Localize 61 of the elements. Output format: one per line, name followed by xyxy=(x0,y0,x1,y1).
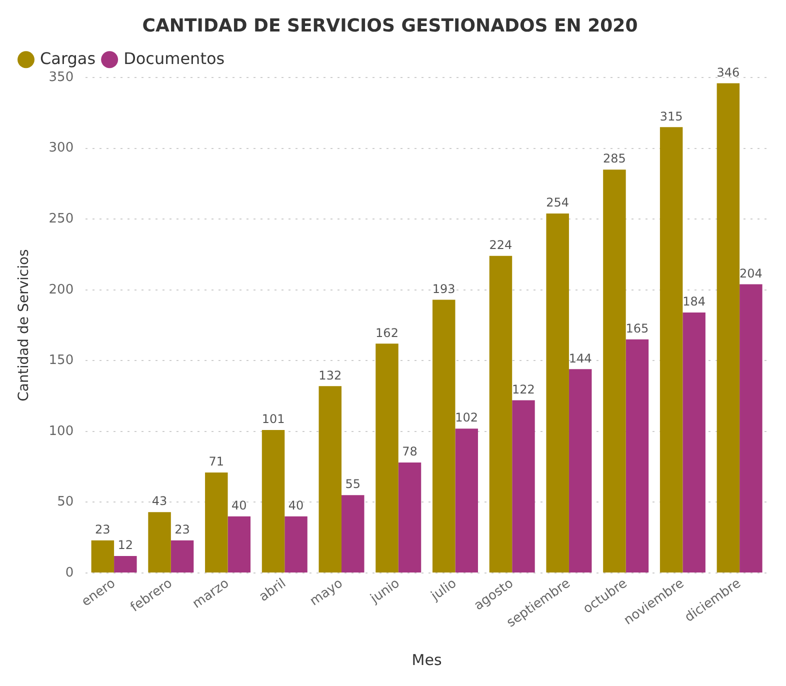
bar xyxy=(148,512,171,572)
bar xyxy=(432,300,456,572)
bar xyxy=(114,556,137,572)
bar xyxy=(318,386,342,572)
x-axis-title: Mes xyxy=(412,650,442,669)
data-label: 78 xyxy=(402,444,418,459)
bar xyxy=(568,369,592,572)
y-tick-label: 150 xyxy=(48,353,74,368)
y-tick-label: 100 xyxy=(48,424,74,439)
bar xyxy=(376,344,398,572)
data-label: 23 xyxy=(174,522,190,537)
data-label: 285 xyxy=(603,152,626,166)
bar xyxy=(398,462,422,572)
data-label: 55 xyxy=(345,477,361,492)
bar xyxy=(91,540,114,572)
data-label: 43 xyxy=(152,494,168,508)
data-label: 346 xyxy=(716,65,740,80)
y-tick-label: 50 xyxy=(57,494,74,510)
bar xyxy=(682,312,706,572)
y-tick-label: 250 xyxy=(48,212,74,227)
bar xyxy=(455,428,478,572)
data-label: 165 xyxy=(626,322,649,336)
data-label: 101 xyxy=(262,412,285,426)
bar xyxy=(740,284,762,572)
bar xyxy=(284,516,308,572)
data-label: 193 xyxy=(432,282,456,296)
data-label: 204 xyxy=(739,266,762,280)
y-tick-label: 350 xyxy=(48,70,74,85)
bar xyxy=(716,83,740,572)
data-label: 144 xyxy=(568,351,592,366)
data-label: 224 xyxy=(489,238,512,252)
y-tick-label: 200 xyxy=(48,282,74,298)
data-label: 162 xyxy=(376,326,398,340)
bar xyxy=(626,339,649,572)
legend-label: Documentos xyxy=(124,48,225,68)
data-label: 40 xyxy=(232,498,247,512)
data-label: 102 xyxy=(455,410,478,425)
chart-title: CANTIDAD DE SERVICIOS GESTIONADOS EN 2020 xyxy=(142,15,638,36)
bar xyxy=(660,127,683,572)
data-label: 12 xyxy=(118,538,134,552)
legend-label: Cargas xyxy=(40,48,96,68)
data-label: 122 xyxy=(512,382,535,396)
data-label: 132 xyxy=(318,368,342,382)
bar xyxy=(170,540,194,572)
y-tick-label: 300 xyxy=(48,140,74,156)
data-label: 71 xyxy=(208,454,224,469)
y-tick-label: 0 xyxy=(65,565,74,580)
y-axis-title: Cantidad de Servicios xyxy=(16,249,32,402)
bar xyxy=(603,170,626,572)
data-label: 40 xyxy=(288,498,304,512)
bar xyxy=(512,400,535,572)
data-label: 254 xyxy=(546,196,570,210)
data-label: 184 xyxy=(682,294,706,309)
bar xyxy=(546,213,569,572)
bar xyxy=(228,516,251,572)
bar xyxy=(342,495,364,572)
bar xyxy=(489,256,512,572)
data-label: 315 xyxy=(660,109,683,124)
bar xyxy=(262,430,285,572)
bar xyxy=(205,472,228,572)
data-label: 23 xyxy=(95,522,110,537)
